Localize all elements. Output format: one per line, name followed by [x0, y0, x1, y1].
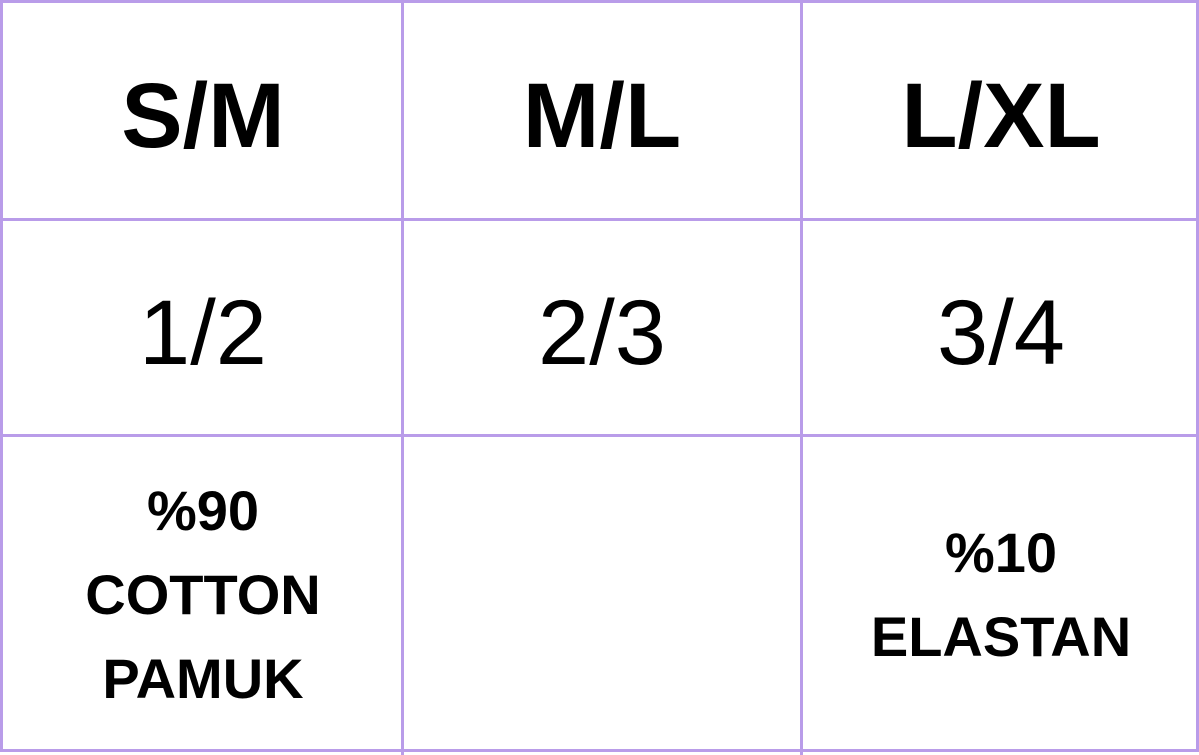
column-divider: [800, 3, 803, 755]
header-size-lxl: L/XL: [901, 64, 1101, 167]
number-ml: 2/3: [538, 281, 666, 384]
material-percent: %10: [944, 521, 1058, 584]
header-size-ml: M/L: [522, 64, 682, 167]
material-name: ELASTAN: [870, 605, 1132, 668]
row-divider: [3, 434, 1199, 437]
material-name-local: PAMUK: [102, 647, 304, 710]
number-sm: 1/2: [139, 281, 267, 384]
material-elastan: %10 ELASTAN: [801, 437, 1199, 753]
material-name: COTTON: [85, 563, 321, 626]
material-cotton: %90 COTTON PAMUK: [3, 437, 403, 753]
column-divider: [401, 3, 404, 755]
material-empty: [403, 437, 801, 753]
number-lxl: 3/4: [937, 281, 1065, 384]
row-divider: [3, 218, 1199, 221]
material-percent: %90: [146, 479, 260, 542]
header-size-sm: S/M: [121, 64, 285, 167]
